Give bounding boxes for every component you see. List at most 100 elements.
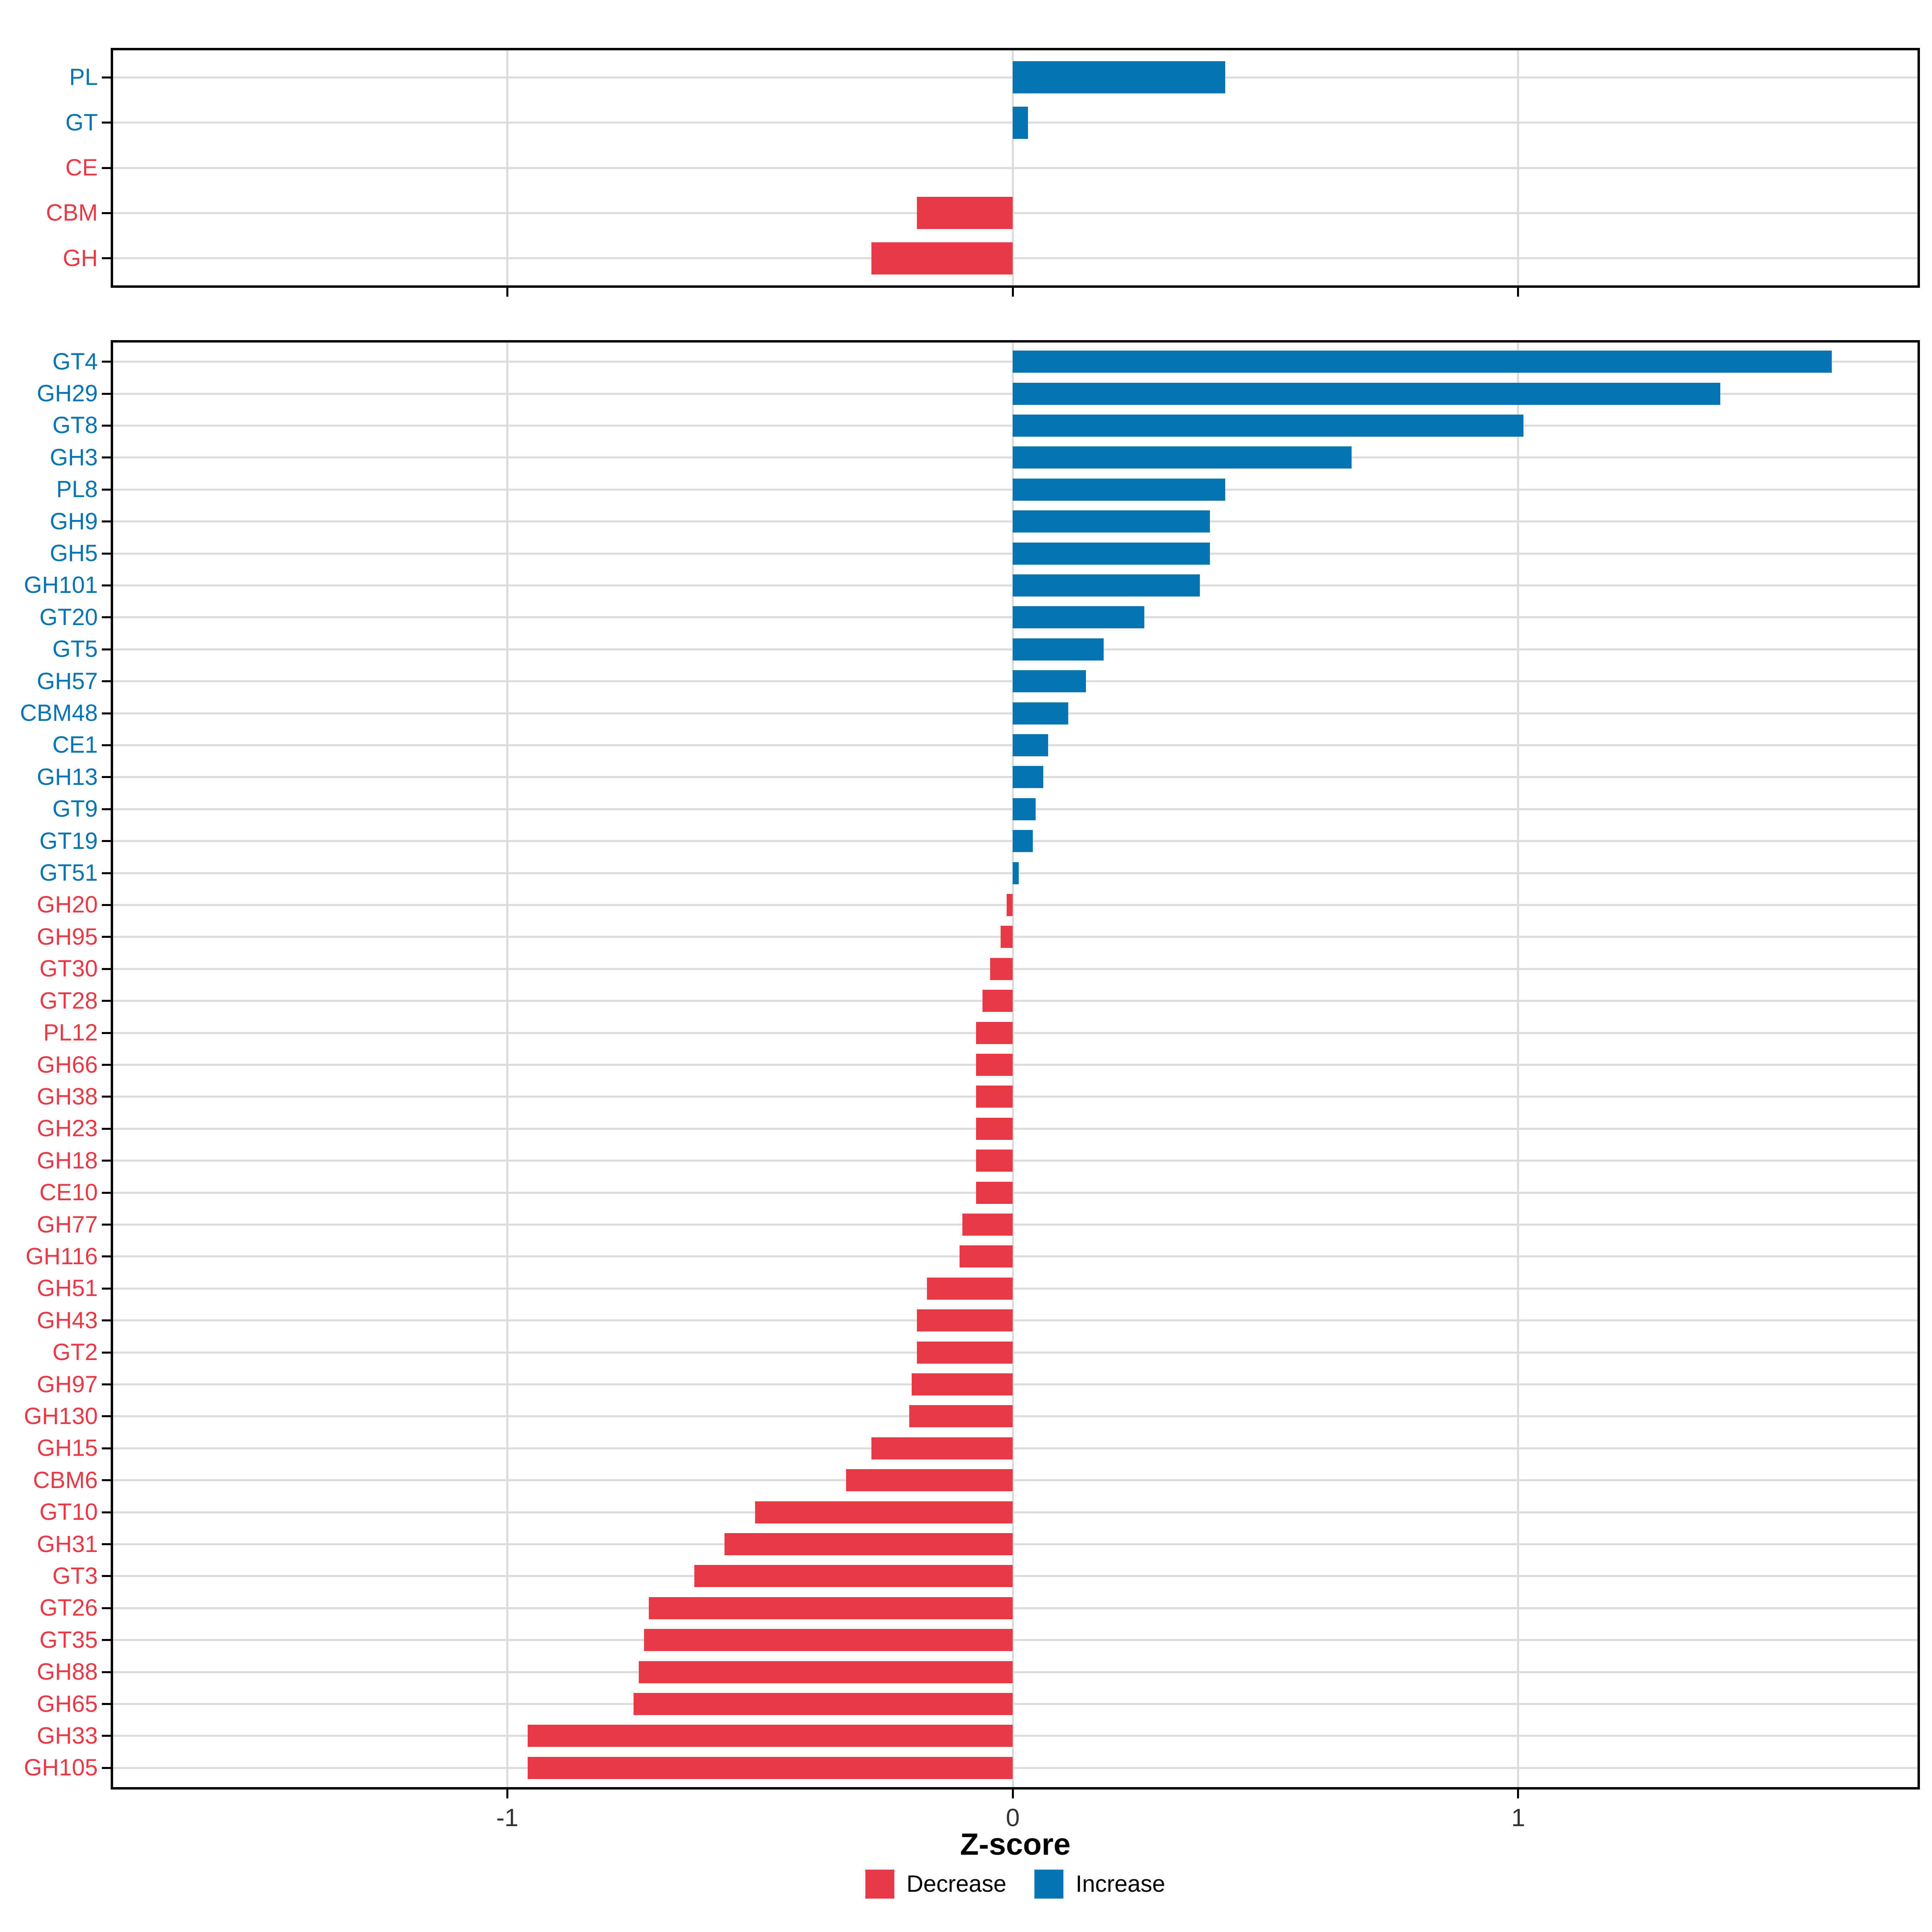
y-axis-label-CE: CE <box>65 155 98 181</box>
bar-GH38 <box>976 1086 1013 1108</box>
y-gridline <box>113 1160 1918 1162</box>
y-axis-label-GH105: GH105 <box>24 1754 98 1781</box>
y-axis-label-GT10: GT10 <box>39 1499 98 1525</box>
bar-GH23 <box>976 1117 1013 1140</box>
y-axis-label-CE1: CE1 <box>52 732 98 758</box>
bar-GT35 <box>644 1629 1013 1651</box>
plot-area-class-level <box>111 48 1920 288</box>
y-gridline <box>113 1639 1918 1641</box>
decrease-color-swatch <box>865 1870 895 1899</box>
y-tick-mark <box>102 1255 111 1258</box>
y-tick-mark <box>102 1160 111 1162</box>
plot-area-family-level <box>111 340 1920 1790</box>
y-tick-mark <box>102 712 111 714</box>
y-tick-mark <box>102 1639 111 1641</box>
y-axis-label-GH9: GH9 <box>50 508 98 535</box>
y-axis-label-GH51: GH51 <box>37 1275 98 1302</box>
y-axis-label-GH101: GH101 <box>24 572 98 599</box>
bar-GH <box>871 242 1013 275</box>
y-tick-mark <box>102 392 111 395</box>
y-gridline <box>113 904 1918 906</box>
bar-GH9 <box>1013 510 1210 533</box>
y-tick-mark <box>102 167 111 169</box>
y-axis-label-GT35: GT35 <box>39 1627 98 1653</box>
y-axis-label-GT51: GT51 <box>39 860 98 886</box>
y-gridline <box>113 1000 1918 1002</box>
y-axis-label-GT30: GT30 <box>39 956 98 982</box>
y-axis-label-GT9: GT9 <box>52 796 98 822</box>
y-tick-mark <box>102 76 111 78</box>
y-axis-label-GH77: GH77 <box>37 1211 98 1238</box>
bar-GH101 <box>1013 574 1200 597</box>
y-tick-mark <box>102 1479 111 1482</box>
bar-GH65 <box>634 1693 1013 1715</box>
y-tick-mark <box>102 872 111 874</box>
y-axis-label-GH130: GH130 <box>24 1403 98 1429</box>
y-tick-mark <box>102 936 111 938</box>
y-axis-label-GT20: GT20 <box>39 604 98 630</box>
bar-GT10 <box>755 1501 1013 1523</box>
bar-PL12 <box>976 1022 1013 1044</box>
legend-item-increase: Increase <box>1034 1870 1165 1899</box>
y-axis-label-GH65: GH65 <box>37 1690 98 1717</box>
x-tick-mark <box>1517 288 1519 297</box>
x-tick-mark <box>506 288 508 297</box>
y-tick-mark <box>102 1319 111 1322</box>
y-axis-label-GH20: GH20 <box>37 892 98 918</box>
y-tick-mark <box>102 1447 111 1449</box>
y-tick-mark <box>102 1287 111 1290</box>
bar-CE10 <box>976 1181 1013 1204</box>
y-tick-mark <box>102 257 111 260</box>
y-tick-mark <box>102 1383 111 1386</box>
y-tick-mark <box>102 1607 111 1609</box>
y-tick-mark <box>102 1224 111 1226</box>
y-tick-mark <box>102 1575 111 1577</box>
bar-PL8 <box>1013 478 1225 501</box>
y-tick-mark <box>102 1191 111 1194</box>
y-tick-mark <box>102 456 111 459</box>
bar-GH51 <box>927 1277 1013 1300</box>
y-tick-mark <box>102 904 111 906</box>
y-axis-label-PL: PL <box>69 64 98 91</box>
bar-GH88 <box>638 1661 1013 1683</box>
y-tick-mark <box>102 840 111 842</box>
bar-GH105 <box>527 1757 1013 1779</box>
y-tick-mark <box>102 1032 111 1034</box>
y-axis-label-GH23: GH23 <box>37 1115 98 1142</box>
y-gridline <box>113 1319 1918 1322</box>
y-axis-label-CBM48: CBM48 <box>20 700 98 727</box>
y-gridline <box>113 1511 1918 1513</box>
bar-GH77 <box>962 1214 1013 1236</box>
y-tick-mark <box>102 1000 111 1002</box>
y-gridline <box>113 1224 1918 1226</box>
x-tick-label: 1 <box>1511 1804 1525 1832</box>
y-tick-mark <box>102 584 111 586</box>
y-axis-label-GT4: GT4 <box>52 348 98 375</box>
y-tick-mark <box>102 552 111 555</box>
bar-GT <box>1013 106 1028 139</box>
y-tick-mark <box>102 122 111 124</box>
y-gridline <box>113 1671 1918 1673</box>
y-gridline <box>113 1127 1918 1130</box>
x-tick-mark <box>1517 1790 1519 1798</box>
bar-GT5 <box>1013 638 1104 661</box>
bar-GH57 <box>1013 670 1086 693</box>
y-gridline <box>113 257 1918 260</box>
x-axis-title: Z-score <box>960 1827 1071 1862</box>
y-axis-label-PL12: PL12 <box>43 1020 98 1046</box>
y-gridline <box>113 1767 1918 1769</box>
bar-GH95 <box>1001 926 1013 948</box>
bar-GH97 <box>912 1373 1013 1396</box>
bar-GT20 <box>1013 606 1144 629</box>
y-tick-mark <box>102 1671 111 1673</box>
y-gridline <box>113 1543 1918 1546</box>
y-tick-mark <box>102 1735 111 1737</box>
legend-item-decrease: Decrease <box>865 1870 1006 1899</box>
y-tick-mark <box>102 212 111 214</box>
y-gridline <box>113 936 1918 938</box>
legend-label-increase: Increase <box>1075 1871 1165 1897</box>
y-axis-label-GH3: GH3 <box>50 444 98 471</box>
bar-GT2 <box>916 1341 1013 1364</box>
y-axis-label-GT28: GT28 <box>39 987 98 1014</box>
